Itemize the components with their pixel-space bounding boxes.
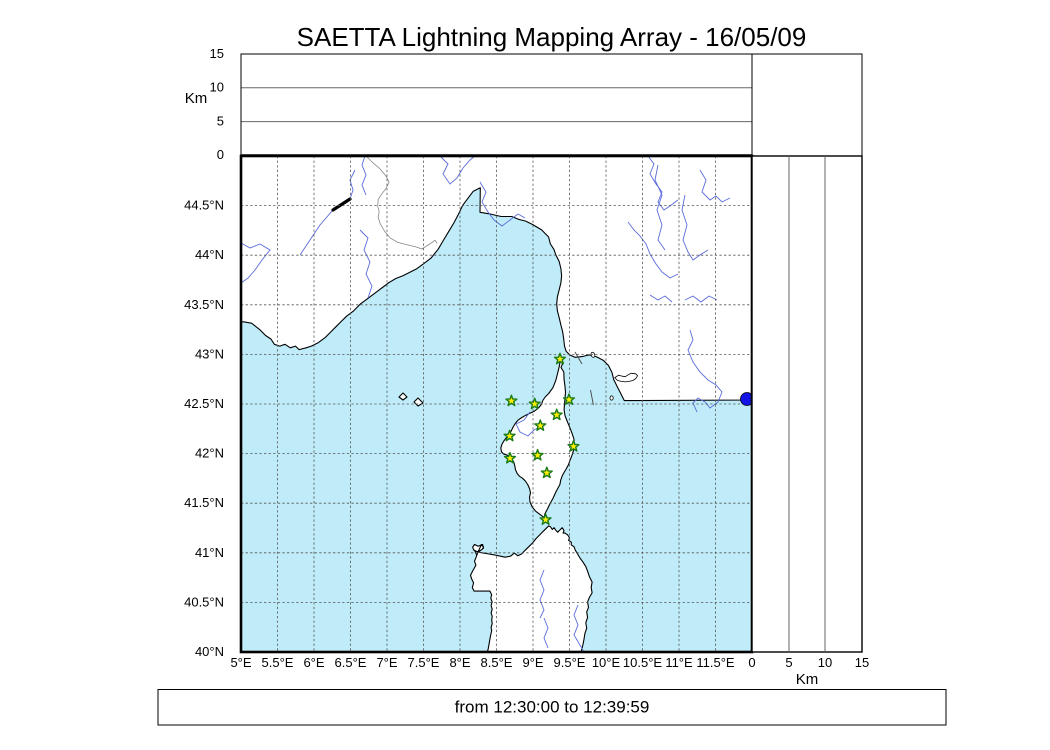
svg-text:5.5°E: 5.5°E [262, 655, 294, 670]
svg-text:0: 0 [217, 147, 224, 162]
svg-text:from 12:30:00 to 12:39:59: from 12:30:00 to 12:39:59 [455, 698, 650, 717]
svg-text:40.5°N: 40.5°N [184, 594, 224, 609]
svg-text:10.5°E: 10.5°E [623, 655, 663, 670]
svg-text:Km: Km [185, 90, 208, 107]
svg-text:7°E: 7°E [376, 655, 397, 670]
svg-text:8°E: 8°E [449, 655, 470, 670]
svg-text:0: 0 [748, 655, 755, 670]
svg-text:43.5°N: 43.5°N [184, 297, 224, 312]
svg-text:6.5°E: 6.5°E [335, 655, 367, 670]
svg-text:7.5°E: 7.5°E [408, 655, 440, 670]
svg-text:41.5°N: 41.5°N [184, 495, 224, 510]
svg-text:40°N: 40°N [195, 644, 224, 659]
svg-text:11°E: 11°E [665, 655, 693, 670]
svg-text:5: 5 [217, 113, 224, 128]
svg-text:5°E: 5°E [230, 655, 251, 670]
svg-text:5: 5 [785, 655, 792, 670]
svg-text:15: 15 [210, 46, 224, 61]
svg-text:11.5°E: 11.5°E [696, 655, 735, 670]
svg-text:8.5°E: 8.5°E [481, 655, 513, 670]
svg-text:15: 15 [855, 655, 869, 670]
svg-text:9.5°E: 9.5°E [554, 655, 586, 670]
svg-text:9°E: 9°E [522, 655, 543, 670]
svg-text:10: 10 [210, 80, 224, 95]
svg-text:6°E: 6°E [303, 655, 324, 670]
svg-text:10°E: 10°E [592, 655, 621, 670]
svg-text:Km: Km [796, 671, 819, 688]
svg-text:44.5°N: 44.5°N [184, 198, 224, 213]
svg-text:42°N: 42°N [195, 446, 224, 461]
svg-text:42.5°N: 42.5°N [184, 396, 224, 411]
svg-text:44°N: 44°N [195, 247, 224, 262]
svg-text:43°N: 43°N [195, 346, 224, 361]
svg-text:41°N: 41°N [195, 545, 224, 560]
svg-text:10: 10 [818, 655, 832, 670]
